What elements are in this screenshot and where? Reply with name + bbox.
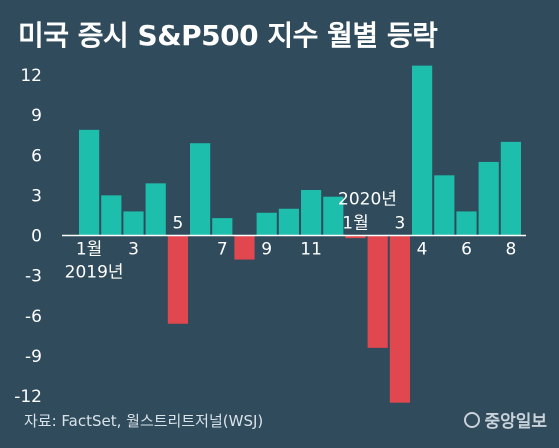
bar xyxy=(212,218,233,236)
x-tick-label: 4 xyxy=(417,240,428,260)
bar xyxy=(79,129,100,236)
bar xyxy=(123,211,144,236)
y-tick-label: -12 xyxy=(14,387,42,407)
x-tick-label: 1월 xyxy=(76,240,102,260)
bar xyxy=(500,141,521,236)
bar xyxy=(301,190,322,236)
x-tick-label: 9 xyxy=(261,240,272,260)
y-tick-label: 9 xyxy=(31,106,42,126)
bar xyxy=(256,212,277,236)
bar xyxy=(145,183,166,236)
bar xyxy=(345,235,366,239)
y-tick-label: 0 xyxy=(31,227,42,247)
bar xyxy=(323,196,344,236)
x-tick-label: 3 xyxy=(394,214,405,234)
bar xyxy=(101,195,122,236)
bar xyxy=(167,235,188,324)
x-tick-label: 7 xyxy=(217,240,228,260)
publisher-logo-icon xyxy=(464,411,481,428)
x-tick-label: 3 xyxy=(128,240,139,260)
x-tick-label: 6 xyxy=(461,240,472,260)
x-tick-label: 1월 xyxy=(342,214,368,234)
y-tick-label: 3 xyxy=(31,186,42,206)
bar xyxy=(367,235,388,348)
bar xyxy=(278,208,299,236)
publisher-logo: 중앙일보 xyxy=(464,407,547,432)
bar xyxy=(434,175,455,236)
y-tick-label: -9 xyxy=(25,347,42,367)
source-note: 자료: FactSet, 월스트리트저널(WSJ) xyxy=(24,412,264,430)
chart-title: 미국 증시 S&P500 지수 월별 등락 xyxy=(18,19,438,52)
x-tick-label: 5 xyxy=(172,214,183,234)
publisher-logo-text: 중앙일보 xyxy=(484,412,547,432)
x-tick-label: 11 xyxy=(300,240,322,260)
year-label: 2019년 xyxy=(65,263,124,283)
x-tick-label: 8 xyxy=(505,240,516,260)
year-label: 2020년 xyxy=(338,190,397,210)
bar xyxy=(234,235,255,260)
bar xyxy=(412,65,433,236)
bar xyxy=(190,143,211,236)
bar xyxy=(478,161,499,236)
y-tick-label: -6 xyxy=(25,307,42,327)
bar xyxy=(456,211,477,236)
y-tick-label: -3 xyxy=(25,267,42,287)
y-tick-label: 12 xyxy=(20,66,42,86)
y-tick-label: 6 xyxy=(31,146,42,166)
bar xyxy=(389,235,410,403)
